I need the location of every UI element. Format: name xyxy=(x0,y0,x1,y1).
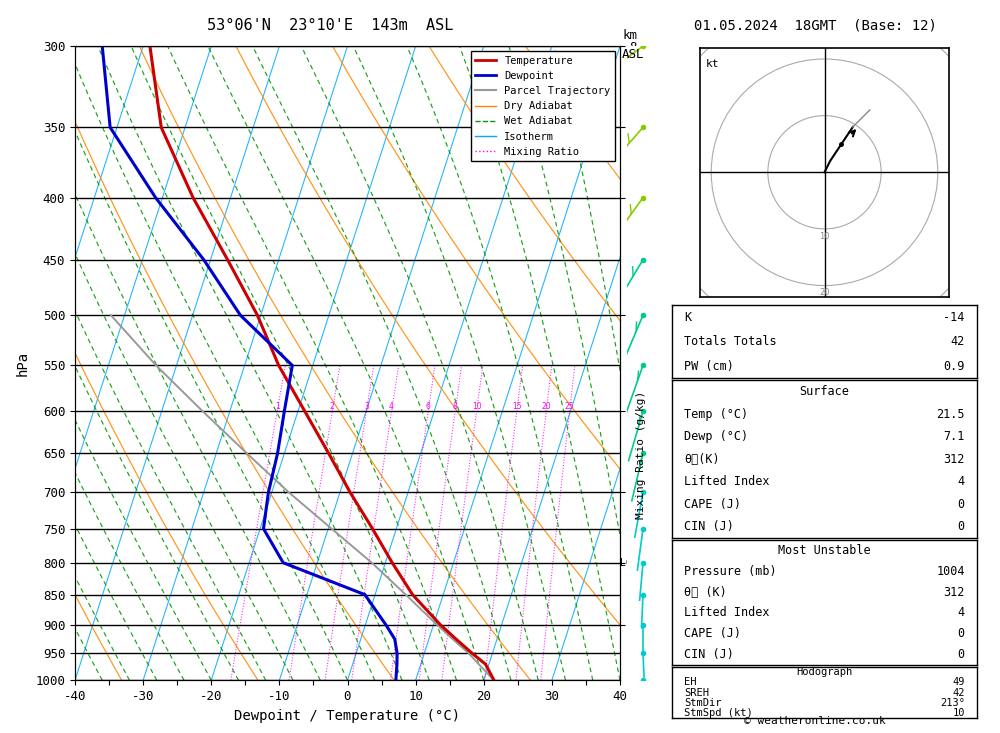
Text: 4: 4 xyxy=(958,606,965,619)
Text: 0: 0 xyxy=(958,520,965,534)
Text: PW (cm): PW (cm) xyxy=(684,359,734,372)
Text: 20: 20 xyxy=(819,288,830,298)
Text: 25: 25 xyxy=(565,402,574,411)
Text: 7.1: 7.1 xyxy=(943,430,965,443)
Text: 312: 312 xyxy=(943,586,965,599)
Text: SREH: SREH xyxy=(684,688,709,698)
Text: 42: 42 xyxy=(951,335,965,348)
Text: 53°06'N  23°10'E  143m  ASL: 53°06'N 23°10'E 143m ASL xyxy=(207,18,453,33)
Text: ASL: ASL xyxy=(622,48,644,61)
Text: 2: 2 xyxy=(330,402,335,411)
Text: Dewp (°C): Dewp (°C) xyxy=(684,430,748,443)
Text: EH: EH xyxy=(684,677,697,688)
Text: Pressure (mb): Pressure (mb) xyxy=(684,565,777,578)
Text: 30: 30 xyxy=(819,345,830,354)
Y-axis label: hPa: hPa xyxy=(16,350,30,376)
Text: 10: 10 xyxy=(952,708,965,718)
Text: 3: 3 xyxy=(364,402,369,411)
Text: 1004: 1004 xyxy=(936,565,965,578)
Text: StmDir: StmDir xyxy=(684,698,722,708)
Legend: Temperature, Dewpoint, Parcel Trajectory, Dry Adiabat, Wet Adiabat, Isotherm, Mi: Temperature, Dewpoint, Parcel Trajectory… xyxy=(471,51,615,161)
Text: K: K xyxy=(684,311,691,324)
Text: km: km xyxy=(622,29,637,43)
Text: 0: 0 xyxy=(958,627,965,640)
Text: CIN (J): CIN (J) xyxy=(684,520,734,534)
Text: © weatheronline.co.uk: © weatheronline.co.uk xyxy=(744,715,886,726)
Text: 21.5: 21.5 xyxy=(936,408,965,421)
Text: kt: kt xyxy=(706,59,719,69)
Text: 42: 42 xyxy=(952,688,965,698)
Text: 213°: 213° xyxy=(940,698,965,708)
Text: CAPE (J): CAPE (J) xyxy=(684,498,741,511)
Text: Lifted Index: Lifted Index xyxy=(684,606,770,619)
Text: Lifted Index: Lifted Index xyxy=(684,475,770,488)
Text: Hodograph: Hodograph xyxy=(796,667,853,677)
Text: Most Unstable: Most Unstable xyxy=(778,544,871,557)
Text: 4: 4 xyxy=(389,402,394,411)
Text: 49: 49 xyxy=(952,677,965,688)
Text: Mixing Ratio (g/kg): Mixing Ratio (g/kg) xyxy=(636,391,646,518)
Text: Totals Totals: Totals Totals xyxy=(684,335,777,348)
Text: Surface: Surface xyxy=(800,385,849,398)
Text: 10: 10 xyxy=(819,232,830,240)
Text: LCL: LCL xyxy=(620,558,638,568)
Text: Temp (°C): Temp (°C) xyxy=(684,408,748,421)
Text: 0: 0 xyxy=(958,648,965,661)
Text: -14: -14 xyxy=(943,311,965,324)
Text: θᴇ(K): θᴇ(K) xyxy=(684,453,720,465)
Text: θᴇ (K): θᴇ (K) xyxy=(684,586,727,599)
Text: 6: 6 xyxy=(426,402,431,411)
Text: 0.9: 0.9 xyxy=(943,359,965,372)
Text: 4: 4 xyxy=(958,475,965,488)
Text: 0: 0 xyxy=(958,498,965,511)
Text: 312: 312 xyxy=(943,453,965,465)
Text: CAPE (J): CAPE (J) xyxy=(684,627,741,640)
Text: CIN (J): CIN (J) xyxy=(684,648,734,661)
Text: 15: 15 xyxy=(512,402,522,411)
Text: 1: 1 xyxy=(275,402,280,411)
Text: 10: 10 xyxy=(472,402,481,411)
Text: 8: 8 xyxy=(453,402,458,411)
Text: 20: 20 xyxy=(541,402,551,411)
Text: StmSpd (kt): StmSpd (kt) xyxy=(684,708,753,718)
Text: 01.05.2024  18GMT  (Base: 12): 01.05.2024 18GMT (Base: 12) xyxy=(694,18,936,32)
X-axis label: Dewpoint / Temperature (°C): Dewpoint / Temperature (°C) xyxy=(234,709,461,723)
